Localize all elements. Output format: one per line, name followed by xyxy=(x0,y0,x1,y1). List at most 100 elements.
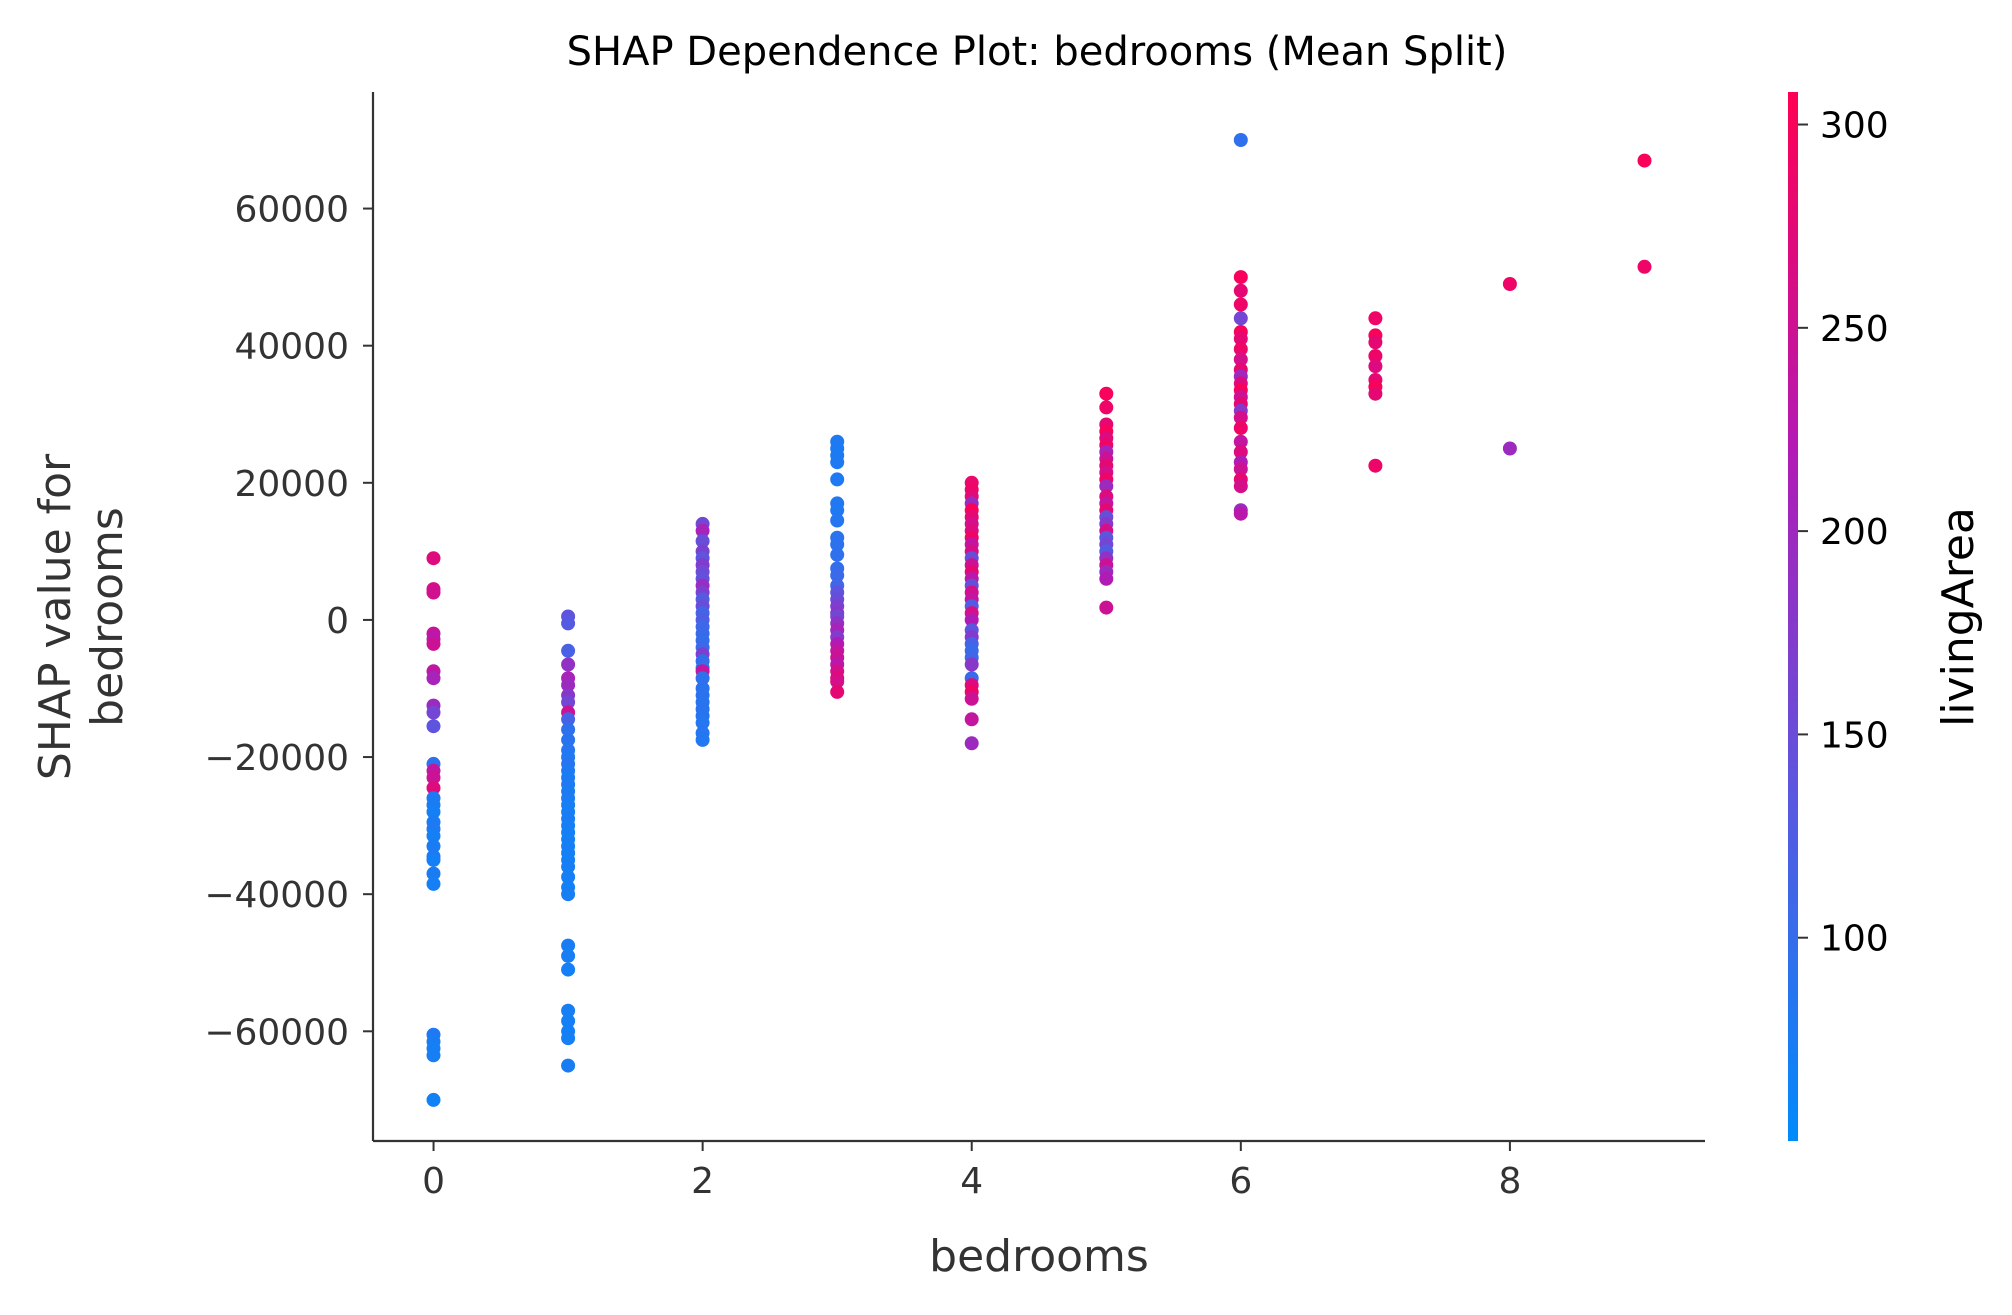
y-tick-label: 0 xyxy=(326,601,349,642)
x-axis-label: bedrooms xyxy=(929,1231,1149,1282)
scatter-point xyxy=(561,732,576,747)
scatter-point xyxy=(695,732,710,747)
scatter-point xyxy=(561,712,576,727)
scatter-point xyxy=(830,684,845,699)
scatter-point xyxy=(561,616,576,631)
scatter-point xyxy=(830,568,845,583)
x-tick-label: 0 xyxy=(422,1161,445,1202)
scatter-point xyxy=(1502,277,1517,291)
scatter-point xyxy=(426,866,441,881)
scatter-point xyxy=(561,1014,576,1028)
y-tick-label: −60000 xyxy=(204,1012,349,1053)
scatter-point xyxy=(964,612,979,627)
scatter-point xyxy=(561,657,576,672)
scatter-point xyxy=(830,455,845,470)
y-axis-label-line-2: bedrooms xyxy=(82,507,133,727)
scatter-point xyxy=(1233,283,1248,298)
scatter-point xyxy=(1233,445,1248,459)
scatter-point xyxy=(561,695,576,710)
scatter-point xyxy=(1502,441,1517,456)
scatter-point xyxy=(830,503,845,518)
scatter-point xyxy=(426,770,441,785)
scatter-point xyxy=(1233,410,1248,425)
scatter-point xyxy=(426,1048,441,1063)
x-tick-label: 6 xyxy=(1229,1161,1252,1202)
colorbar-label: livingArea xyxy=(1933,507,1984,727)
scatter-point xyxy=(561,1003,576,1018)
colorbar xyxy=(1788,92,1798,1141)
scatter-point xyxy=(426,671,441,686)
scatter-point xyxy=(561,678,576,693)
scatter-point xyxy=(830,547,845,562)
scatter-point xyxy=(426,780,441,795)
x-ticks: 0 2 4 6 8 xyxy=(422,1141,1521,1202)
scatter-point xyxy=(695,523,710,538)
scatter-point xyxy=(1233,352,1248,367)
scatter-point xyxy=(1099,479,1114,494)
scatter-point xyxy=(830,513,845,528)
scatter-point xyxy=(561,870,576,884)
scatter-point xyxy=(1233,462,1248,477)
scatter-point xyxy=(1099,600,1114,615)
scatter-point xyxy=(1368,458,1383,473)
colorbar-tick-label: 250 xyxy=(1820,309,1889,350)
scatter-point xyxy=(426,636,441,651)
scatter-point xyxy=(561,1031,576,1046)
scatter-point xyxy=(1233,434,1248,449)
scatter-point xyxy=(426,828,441,843)
scatter-point xyxy=(561,722,576,737)
scatter-point xyxy=(1233,270,1248,285)
x-tick-label: 8 xyxy=(1498,1161,1521,1202)
scatter-point xyxy=(561,962,576,977)
scatter-point xyxy=(1368,311,1383,326)
y-axis-label-line-1: SHAP value for xyxy=(30,453,81,780)
scatter-point xyxy=(830,472,845,487)
scatter-point xyxy=(964,736,979,751)
colorbar-tick-label: 150 xyxy=(1820,715,1889,756)
scatter-point xyxy=(426,585,441,600)
scatter-point xyxy=(1368,386,1383,401)
colorbar-ticks: 100 150 200 250 300 xyxy=(1798,106,1889,960)
scatter-point xyxy=(1233,506,1248,521)
scatter-point xyxy=(561,859,576,874)
y-tick-label: 20000 xyxy=(234,464,349,505)
scatter-point xyxy=(1368,335,1383,350)
scatter-point xyxy=(1233,311,1248,326)
x-tick-label: 2 xyxy=(691,1161,714,1202)
scatter-point xyxy=(426,804,441,819)
scatter-point xyxy=(426,852,441,867)
colorbar-tick-label: 300 xyxy=(1820,106,1889,147)
scatter-point xyxy=(426,551,441,566)
y-axis-label: SHAP value for bedrooms xyxy=(30,453,133,780)
colorbar-tick-label: 200 xyxy=(1820,512,1889,553)
scatter-point xyxy=(1233,133,1248,147)
scatter-point xyxy=(1099,400,1114,415)
scatter-point xyxy=(561,643,576,658)
scatter-point xyxy=(1233,479,1248,494)
scatter-point xyxy=(1368,359,1383,374)
scatter-point xyxy=(1099,386,1114,401)
scatter-point xyxy=(830,674,845,689)
scatter-point xyxy=(1637,259,1652,274)
scatter-point xyxy=(695,715,710,730)
scatter-point xyxy=(561,887,576,902)
y-tick-label: 60000 xyxy=(234,190,349,231)
scatter-point xyxy=(426,839,441,854)
y-tick-label: −40000 xyxy=(204,875,349,916)
scatter-point xyxy=(426,719,441,734)
scatter-point xyxy=(964,657,979,672)
scatter-point xyxy=(830,537,845,552)
points-layer xyxy=(426,133,1652,1107)
scatter-point xyxy=(1368,349,1383,363)
scatter-point xyxy=(1099,571,1114,586)
scatter-point xyxy=(561,1058,576,1073)
scatter-point xyxy=(695,534,710,549)
scatter-point xyxy=(1233,342,1248,357)
scatter-point xyxy=(1233,331,1248,346)
scatter-point xyxy=(695,671,710,686)
scatter-point xyxy=(561,948,576,963)
scatter-point xyxy=(964,712,979,727)
scatter-point xyxy=(1233,421,1248,435)
